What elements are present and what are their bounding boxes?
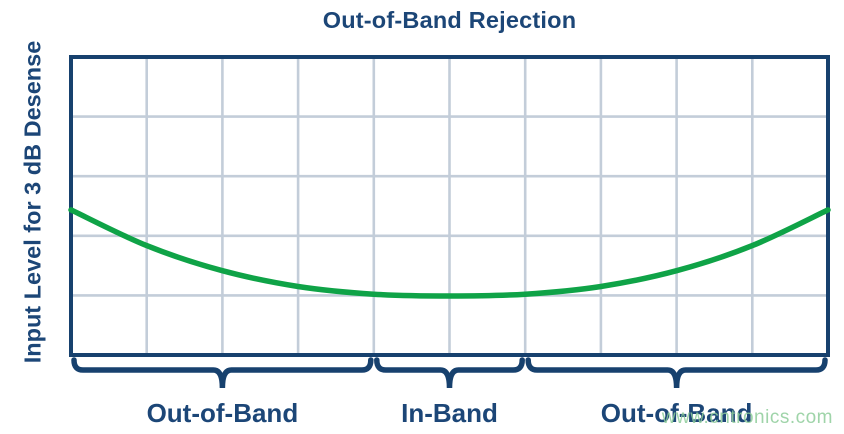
rejection-curve (68, 207, 831, 299)
band-label-out-of-band-left: Out-of-Band (146, 398, 299, 428)
band-brace (525, 357, 828, 389)
band-brace (374, 357, 525, 389)
plot-border (69, 55, 830, 357)
band-brace (71, 357, 374, 389)
watermark: www.cntronics.com (661, 407, 833, 428)
chart-title: Out-of-Band Rejection (322, 7, 577, 33)
band-label-out-of-band-right: Out-of-Band (600, 398, 753, 428)
band-label-in-band: In-Band (401, 398, 498, 428)
